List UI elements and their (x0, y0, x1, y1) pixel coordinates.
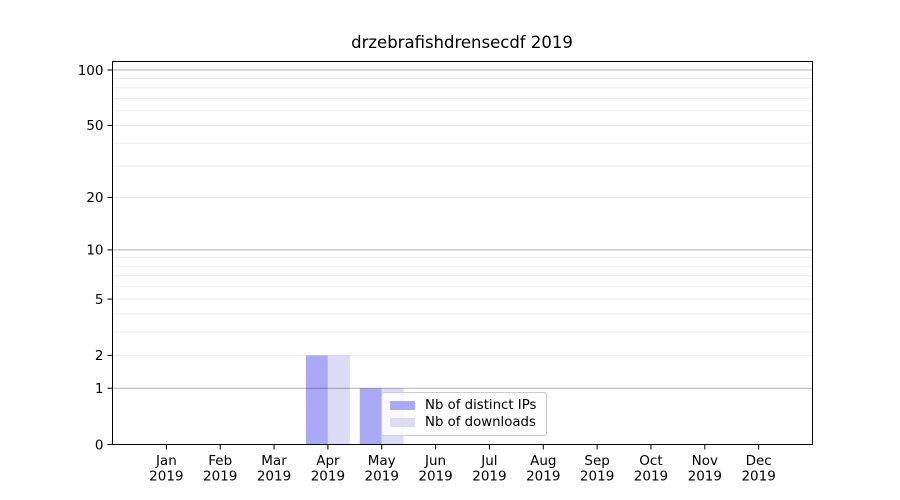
x-tick-label-month: Apr (316, 453, 340, 469)
chart-title: drzebrafishdrensecdf 2019 (351, 33, 573, 52)
x-tick-label-month: Jul (480, 453, 497, 469)
legend-swatch-downloads (390, 417, 415, 427)
y-tick-label: 10 (86, 243, 103, 259)
y-tick-label: 2 (95, 348, 104, 364)
legend-label-distinct-ips: Nb of distinct IPs (425, 397, 537, 413)
legend: Nb of distinct IPs Nb of downloads (381, 392, 547, 436)
x-tick-label-month: Jan (155, 453, 177, 469)
legend-item-distinct-ips: Nb of distinct IPs (390, 399, 538, 412)
bar-distinct-ips (305, 355, 328, 445)
x-tick-label-month: May (368, 453, 396, 469)
legend-item-downloads: Nb of downloads (390, 416, 538, 429)
x-tick-label-year: 2019 (688, 469, 722, 485)
x-tick-label-year: 2019 (257, 469, 291, 485)
x-tick-label-month: Feb (208, 453, 232, 469)
x-tick-label-year: 2019 (365, 469, 399, 485)
x-tick-label-month: Aug (530, 453, 556, 469)
x-tick-label-year: 2019 (418, 469, 452, 485)
x-tick-label-year: 2019 (526, 469, 560, 485)
x-tick-label-month: Mar (261, 453, 287, 469)
x-tick-label-month: Dec (746, 453, 772, 469)
y-tick-label: 5 (95, 292, 104, 308)
x-tick-label-year: 2019 (203, 469, 237, 485)
legend-label-downloads: Nb of downloads (425, 414, 536, 430)
x-tick-label-year: 2019 (311, 469, 345, 485)
y-tick-label: 20 (86, 190, 103, 206)
legend-swatch-distinct-ips (390, 400, 415, 410)
y-tick-label: 0 (95, 437, 104, 453)
y-tick-label: 50 (86, 118, 103, 134)
x-tick-label-month: Sep (584, 453, 609, 469)
x-tick-label-month: Oct (639, 453, 662, 469)
x-tick-label-year: 2019 (580, 469, 614, 485)
y-tick-label: 1 (95, 381, 104, 397)
x-tick-label-month: Jun (424, 453, 446, 469)
axes-spines (112, 61, 813, 445)
x-tick-label-year: 2019 (741, 469, 775, 485)
y-tick-label: 100 (78, 63, 104, 79)
x-tick-label-year: 2019 (472, 469, 506, 485)
x-tick-label-month: Nov (692, 453, 718, 469)
bar-distinct-ips (359, 388, 382, 445)
x-tick-label-year: 2019 (634, 469, 668, 485)
x-tick-label-year: 2019 (149, 469, 183, 485)
bar-downloads (327, 355, 350, 445)
